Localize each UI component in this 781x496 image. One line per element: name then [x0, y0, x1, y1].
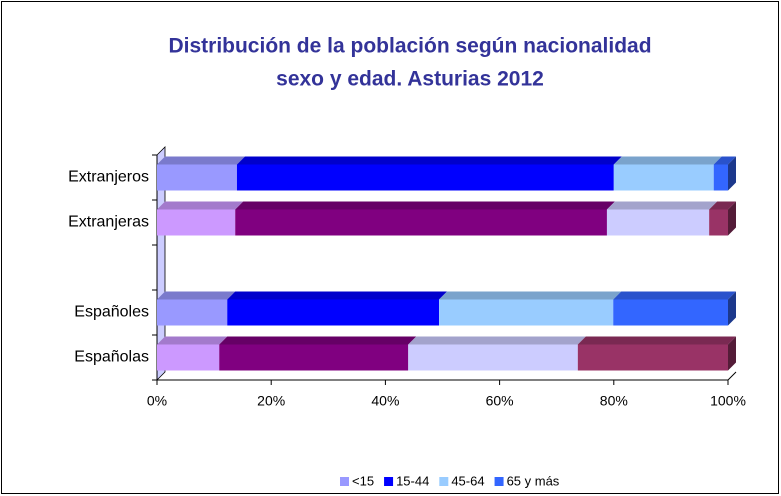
- bar: [227, 299, 440, 326]
- bar: [157, 209, 236, 236]
- legend-label: 45-64: [451, 473, 484, 488]
- bar-side: [728, 201, 736, 236]
- bar-top: [157, 336, 228, 345]
- bar: [157, 164, 237, 191]
- chart-title: sexo y edad. Asturias 2012: [276, 68, 544, 91]
- bar-top: [157, 156, 245, 165]
- bar-top: [219, 336, 417, 345]
- bar: [709, 209, 728, 236]
- x-tick-label: 80%: [600, 393, 628, 409]
- bar: [613, 164, 714, 191]
- bar-top: [613, 291, 736, 300]
- bar: [235, 209, 607, 236]
- bar-side: [728, 156, 736, 191]
- bar: [577, 344, 728, 371]
- legend-swatch: [340, 477, 349, 486]
- bar: [236, 164, 614, 191]
- bar-top: [236, 156, 622, 165]
- bar-top: [709, 201, 736, 210]
- bar: [606, 209, 710, 236]
- x-tick-label: 100%: [710, 393, 746, 409]
- legend-label: <15: [352, 473, 374, 488]
- legend-swatch: [439, 477, 449, 486]
- bar: [613, 299, 728, 326]
- bar-top: [227, 291, 448, 300]
- bar-top: [613, 156, 722, 165]
- bar-top: [157, 291, 236, 300]
- legend-label: 15-44: [396, 473, 429, 488]
- bar-top: [577, 336, 736, 345]
- bar-top: [235, 201, 615, 210]
- legend-swatch: [384, 477, 394, 486]
- bar: [157, 344, 220, 371]
- y-tick-label: Españoles: [74, 304, 149, 321]
- x-tick-label: 60%: [486, 393, 514, 409]
- chart-title: Distribución de la población según nacio…: [168, 35, 651, 58]
- y-tick-label: Extranjeros: [68, 169, 149, 186]
- bar: [219, 344, 409, 371]
- bar: [439, 299, 614, 326]
- bar-top: [157, 201, 244, 210]
- bar-top: [606, 201, 718, 210]
- x-tick-label: 0%: [147, 393, 167, 409]
- bar-top: [439, 291, 622, 300]
- x-axis-depth: [727, 371, 737, 381]
- y-tick-label: Españolas: [74, 349, 149, 366]
- bar-side: [728, 336, 736, 371]
- bar: [713, 164, 728, 191]
- y-tick-label: Extranjeras: [68, 214, 149, 231]
- bar: [157, 299, 228, 326]
- bar: [408, 344, 578, 371]
- bar-top: [408, 336, 586, 345]
- bar-top: [713, 156, 736, 165]
- legend-swatch: [494, 477, 504, 486]
- x-tick-label: 20%: [257, 393, 285, 409]
- bar-side: [728, 291, 736, 326]
- legend-label: 65 y más: [507, 473, 560, 488]
- x-tick-label: 40%: [371, 393, 399, 409]
